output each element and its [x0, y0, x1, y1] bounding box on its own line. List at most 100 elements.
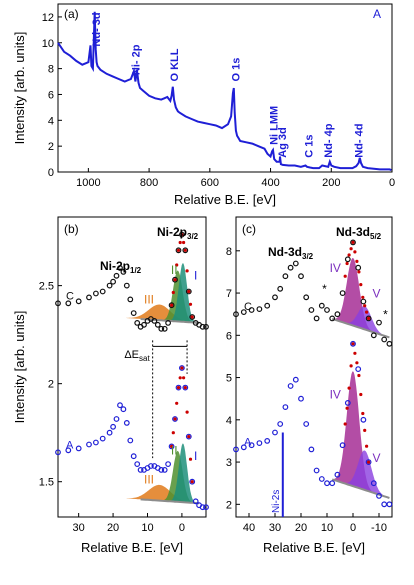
- panel-c-C-point-24: [370, 332, 377, 339]
- panel-b-A-point-2: [75, 445, 82, 452]
- panel-a-peak-label-4: Ni LMM: [269, 106, 281, 145]
- panel-b-C-point-9: [117, 265, 123, 271]
- panel-c-C-point-19: [344, 256, 351, 263]
- panel-c-A-point-12: [308, 446, 315, 453]
- panel-c-C-point-8: [287, 264, 294, 271]
- panel-c-A-fit-dot: [357, 373, 361, 378]
- panel-b-C-point-1: [65, 300, 72, 307]
- panel-a-peak-label-3: O 1s: [231, 58, 243, 82]
- panel-a-xtick-label-1: 800: [140, 177, 158, 189]
- panel-c-C-fit-dot: [347, 253, 351, 257]
- panel-b-A-point-8: [113, 416, 120, 422]
- panel-b-C-point-3: [86, 294, 92, 301]
- panel-c-A-point-3: [256, 440, 263, 447]
- panel-c-C-background: [331, 317, 390, 339]
- panel-c-xtick-label-4: 0: [350, 522, 356, 534]
- panel-c-ytick-label-2: 4: [226, 415, 232, 427]
- panel-a-label: (a): [64, 7, 79, 21]
- panel-b-series-label-0: C: [66, 290, 74, 302]
- panel-b-C-fit-dot: [178, 240, 182, 245]
- panel-b-C-point-10: [120, 269, 127, 275]
- panel-c-C-point-25: [376, 319, 382, 326]
- panel-c-A-fit-dot: [365, 444, 369, 448]
- panel-c-A-point-21: [355, 366, 362, 373]
- panel-b-C-point-8: [113, 272, 120, 279]
- panel-c-C-point-0: [233, 311, 239, 318]
- panel-a-xtick-label-2: 600: [201, 177, 219, 189]
- panel-b-C-point-19: [151, 318, 158, 324]
- panel-b-C-fit-dot: [170, 303, 174, 307]
- panel-b-A-peak-label-I: I: [194, 449, 197, 463]
- panel-c-C-point-26: [381, 336, 388, 343]
- panel-b-A-point-1: [65, 447, 72, 454]
- panel-b-C-fit-dot: [188, 302, 193, 306]
- panel-a-xtick-label-3: 400: [261, 177, 279, 189]
- panel-b-C-fit-dot: [180, 233, 184, 237]
- panel-c-C-point-9: [292, 260, 299, 267]
- panel-c-ytick-label-6: 8: [226, 246, 232, 258]
- panel-b-A-peak-label-III: III: [144, 473, 154, 487]
- panel-c-label: (c): [242, 222, 256, 236]
- panel-b-C-point-24: [168, 302, 175, 309]
- panel-a-xtick-label-0: 1000: [76, 177, 100, 189]
- panel-b-C-fit-dot: [171, 290, 175, 295]
- panel-c-A-point-9: [292, 376, 299, 383]
- panel-c-ytick-label-0: 2: [226, 499, 232, 511]
- panel-b-C-point-28: [182, 247, 189, 254]
- panel-b-C-point-21: [158, 325, 165, 332]
- panel-a-xlabel: Relative B.E. [eV]: [174, 192, 276, 207]
- panel-c-ytick-label-3: 5: [226, 373, 232, 385]
- panel-b-C-fit-dot: [173, 278, 177, 282]
- panel-c-A-point-4: [264, 438, 271, 444]
- panel-c-A-point-25: [376, 493, 382, 499]
- panel-b-C-point-14: [134, 320, 141, 326]
- panel-c-A-component-V: [344, 450, 385, 497]
- panel-b-C-point-5: [99, 288, 106, 295]
- panel-c-C-peak-label-IV: IV: [330, 261, 341, 275]
- panel-c-ytick-label-1: 3: [226, 457, 232, 469]
- panel-c-C-fit-dot: [357, 270, 361, 274]
- panel-c-A-point-13: [313, 467, 320, 474]
- panel-b-A-point-14: [134, 461, 141, 468]
- panel-c-A-fit-dot: [349, 364, 353, 368]
- panel-c-ni2s-label: Ni-2s: [271, 490, 282, 513]
- panel-b-C-point-12: [127, 296, 134, 303]
- panel-b-C-point-13: [130, 310, 137, 317]
- panel-c-A-point-5: [272, 429, 278, 436]
- panel-c-title-left: Nd-3d3/2: [268, 245, 314, 261]
- panel-c-A-point-8: [287, 383, 294, 389]
- panel-b-C-fit-dot: [185, 269, 189, 273]
- panel-a-peak-label-5: Ag 3d: [277, 127, 289, 158]
- panel-a-peak-label-8: Nd- 4d: [354, 124, 366, 158]
- panel-c-A-fit-dot: [353, 351, 357, 355]
- panel-a-peak-label-2: O KLL: [169, 48, 181, 81]
- panel-a-ytick-label-5: 10: [42, 38, 54, 50]
- panel-b-C-point-26: [175, 247, 182, 254]
- panel-c-xlabel: Relative B.E. [eV]: [263, 540, 365, 555]
- panel-c-C-point-6: [277, 285, 284, 292]
- panel-c-C-fit-dot: [345, 261, 349, 266]
- panel-b-C-point-4: [92, 290, 99, 297]
- panel-c-A-fit-dot: [345, 406, 349, 410]
- panel-a-ytick-label-4: 8: [48, 64, 54, 76]
- panel-b-A-fit-dot: [188, 457, 193, 461]
- panel-b-A-point-27: [178, 365, 185, 371]
- panel-a-xtick-label-5: 0: [389, 177, 395, 189]
- panel-c-C-point-7: [282, 273, 289, 280]
- panel-a-series-line-0: [57, 11, 392, 172]
- panel-b-A-point-25: [172, 416, 178, 422]
- panel-a-ytick-label-3: 6: [48, 89, 54, 101]
- panel-a-peak-label-0: Nd- 3d: [91, 12, 103, 46]
- panel-b-series-label-1: A: [66, 439, 74, 451]
- panel-b-xtick-label-0: 30: [73, 522, 85, 534]
- panel-b-A-peak-label-II: II: [171, 443, 178, 457]
- panel-c-C-point-4: [264, 302, 271, 309]
- panel-c-A-point-18: [339, 442, 346, 449]
- panel-c-A-fit-dot: [363, 428, 367, 432]
- panel-b-A-fit-dot: [178, 376, 182, 380]
- panel-c-C-point-5: [272, 294, 278, 301]
- panel-c-ytick-label-4: 6: [226, 330, 232, 342]
- panel-b-C-peak-label-II: II: [171, 263, 178, 277]
